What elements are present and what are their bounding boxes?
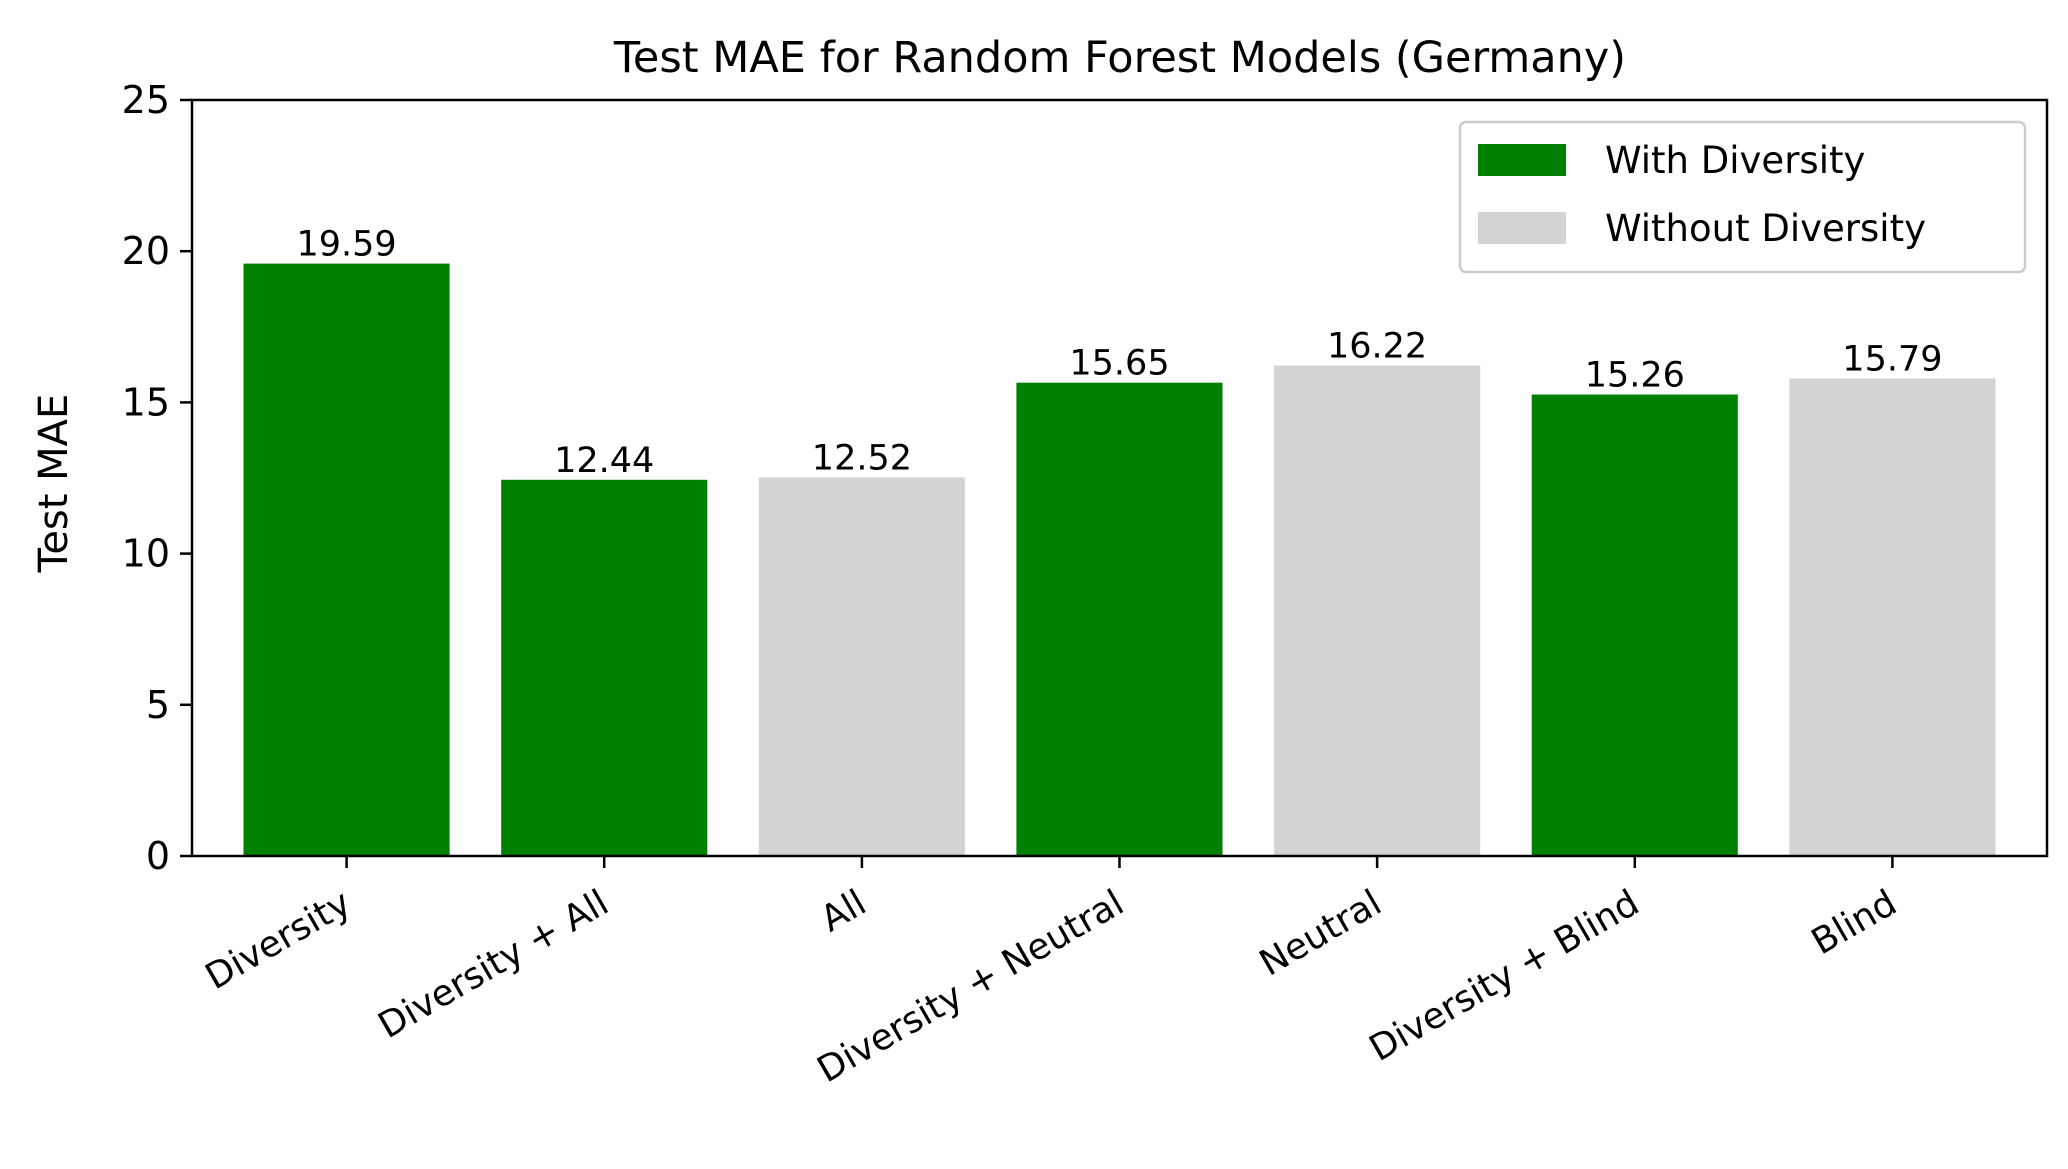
bar-value-label: 19.59 [296, 225, 396, 265]
legend-swatch [1478, 144, 1566, 176]
bar-value-label: 16.22 [1327, 327, 1427, 367]
x-tick-label: Diversity + All [372, 882, 616, 1046]
bar-value-label: 15.26 [1585, 356, 1685, 396]
x-tick-label: Diversity + Blind [1363, 882, 1646, 1069]
y-tick-label: 10 [122, 532, 170, 576]
x-tick-label: Diversity [199, 882, 358, 998]
legend-label: With Diversity [1605, 139, 1865, 182]
legend-label: Without Diversity [1605, 207, 1926, 250]
legend-swatch [1478, 212, 1566, 244]
y-tick-label: 15 [122, 380, 170, 424]
y-tick-label: 20 [122, 229, 170, 273]
bar [1274, 365, 1481, 856]
bar-value-label: 12.52 [812, 438, 912, 478]
y-axis-label: Test MAE [31, 394, 77, 574]
bar [1789, 378, 1996, 856]
bar [243, 263, 450, 857]
bar-value-label: 15.79 [1842, 340, 1942, 380]
plot-frame [190, 98, 2049, 858]
bar-value-label: 15.65 [1069, 344, 1169, 384]
x-tick-label: All [814, 882, 873, 940]
bar-value-label: 12.44 [554, 441, 654, 481]
x-tick-label: Neutral [1253, 882, 1389, 984]
bar [501, 479, 708, 856]
bar [1531, 394, 1738, 856]
value-labels-layer: 19.59 12.44 12.52 15.65 16.22 15.26 15.79 [296, 225, 1942, 481]
y-axis: 0 5 10 15 20 25 [122, 78, 192, 878]
y-tick-label: 25 [122, 78, 170, 122]
x-tick-label: Blind [1805, 882, 1904, 963]
y-tick-label: 0 [146, 834, 170, 878]
legend-box [1458, 120, 2027, 274]
bar [758, 477, 965, 856]
bar [1016, 382, 1223, 856]
y-tick-label: 5 [146, 683, 170, 727]
chart-title: Test MAE for Random Forest Models (Germa… [613, 33, 1626, 83]
bars-layer [243, 263, 1996, 857]
legend: With Diversity Without Diversity [1458, 120, 2027, 274]
